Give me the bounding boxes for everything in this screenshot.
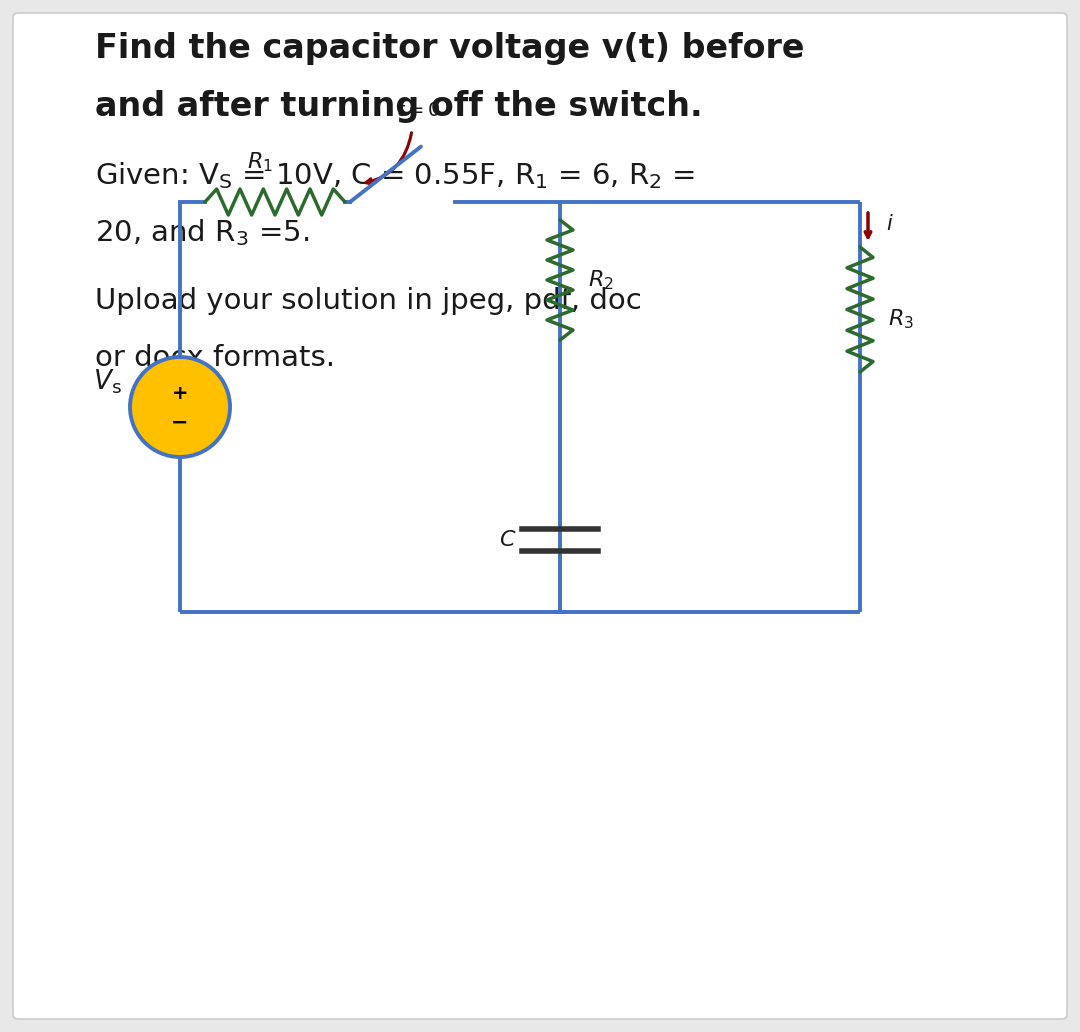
Text: and after turning off the switch.: and after turning off the switch. (95, 90, 703, 123)
Text: R$_1$: R$_1$ (247, 151, 273, 174)
Text: $t=0$: $t=0$ (395, 101, 441, 120)
Text: Given: V$_\mathrm{S}$ = 10V, C = 0.55F, R$_1$ = 6, R$_2$ =: Given: V$_\mathrm{S}$ = 10V, C = 0.55F, … (95, 160, 696, 191)
FancyBboxPatch shape (13, 13, 1067, 1019)
Text: Upload your solution in jpeg, pdf, doc: Upload your solution in jpeg, pdf, doc (95, 287, 642, 315)
Text: Find the capacitor voltage v(t) before: Find the capacitor voltage v(t) before (95, 32, 805, 65)
Circle shape (130, 357, 230, 457)
Text: R$_3$: R$_3$ (888, 308, 914, 331)
Text: 20, and R$_3$ =5.: 20, and R$_3$ =5. (95, 217, 309, 248)
Text: +: + (172, 384, 188, 402)
Text: $i$: $i$ (886, 214, 894, 234)
Text: $C$: $C$ (499, 530, 516, 550)
Text: R$_2$: R$_2$ (588, 268, 613, 292)
Text: V$_\mathrm{s}$: V$_\mathrm{s}$ (94, 367, 122, 396)
Text: −: − (172, 413, 189, 433)
Text: or docx formats.: or docx formats. (95, 344, 335, 372)
